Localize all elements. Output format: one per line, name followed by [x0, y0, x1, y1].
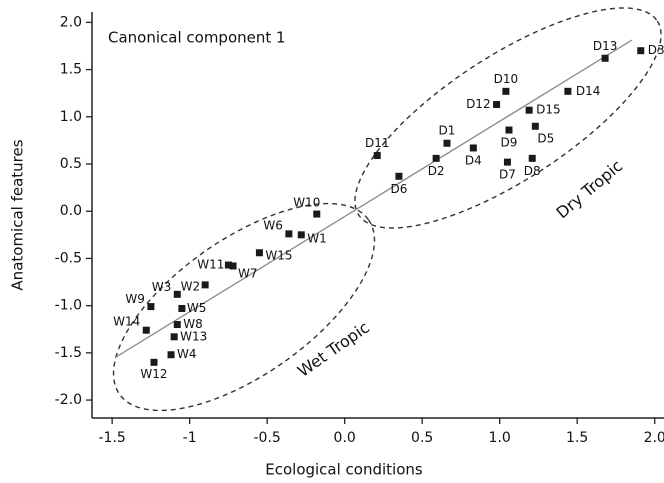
- point-label: D1: [439, 124, 456, 138]
- x-tick-label: 1.0: [489, 430, 511, 446]
- panel-title: Canonical component 1: [108, 29, 286, 47]
- point: [432, 154, 440, 162]
- point: [637, 47, 645, 55]
- point-label: W4: [177, 347, 197, 361]
- point: [297, 231, 305, 239]
- point-label: W8: [183, 317, 203, 331]
- y-tick-label: 1.0: [60, 109, 82, 125]
- y-tick-label: -1.5: [55, 345, 82, 361]
- point-label: W11: [197, 258, 224, 272]
- point: [201, 281, 209, 289]
- point: [178, 304, 186, 312]
- point-label: D9: [501, 136, 518, 150]
- y-axis-label: Anatomical features: [9, 139, 27, 290]
- point-label: W7: [238, 266, 257, 280]
- point-label: D10: [494, 72, 519, 86]
- wet-ellipse: [112, 202, 376, 412]
- point: [147, 303, 155, 311]
- point: [142, 326, 150, 334]
- point-label: D11: [365, 136, 390, 150]
- point: [255, 249, 263, 257]
- point-label: D7: [499, 168, 516, 182]
- point-label: D5: [537, 132, 554, 146]
- point-label: W13: [180, 329, 207, 343]
- point: [373, 152, 381, 160]
- annotation: Wet Tropic: [294, 318, 373, 381]
- point: [150, 358, 158, 366]
- annotation: Dry Tropic: [552, 156, 626, 222]
- point: [167, 351, 175, 359]
- point-label: W15: [265, 248, 292, 262]
- point: [443, 139, 451, 147]
- point-label: W10: [293, 196, 320, 210]
- point: [493, 101, 501, 109]
- x-tick-label: -0.5: [254, 430, 281, 446]
- point: [469, 144, 477, 152]
- point-label: D3: [648, 43, 664, 57]
- point: [173, 290, 181, 298]
- y-tick-label: 2.0: [60, 14, 82, 30]
- point-label: W9: [125, 292, 145, 306]
- x-tick-label: 0.5: [411, 430, 433, 446]
- point: [502, 87, 510, 95]
- point: [170, 333, 178, 341]
- x-tick-label: 2.0: [644, 430, 664, 446]
- regression-line: [115, 39, 633, 358]
- point-label: D12: [466, 97, 491, 111]
- point-label: W14: [113, 315, 140, 329]
- y-tick-label: -1.0: [55, 298, 82, 314]
- point: [313, 210, 321, 218]
- point-label: D4: [465, 153, 482, 167]
- x-tick-label: 0.0: [334, 430, 356, 446]
- x-axis-label: Ecological conditions: [265, 461, 423, 479]
- point-label: W2: [181, 279, 201, 293]
- point-label: D13: [593, 39, 618, 53]
- point-label: D2: [428, 164, 445, 178]
- point-label: D6: [390, 182, 407, 196]
- point-label: D8: [524, 164, 541, 178]
- point-label: W5: [187, 301, 207, 315]
- point: [505, 126, 513, 134]
- point: [531, 122, 539, 130]
- y-tick-label: 0.5: [60, 156, 82, 172]
- point: [395, 172, 403, 180]
- point-label: W3: [152, 280, 172, 294]
- point: [564, 87, 572, 95]
- point-label: W12: [140, 367, 167, 381]
- x-tick-label: -1.5: [98, 430, 125, 446]
- x-tick-label: 1.5: [566, 430, 588, 446]
- point: [285, 230, 293, 238]
- x-tick-label: -1: [183, 430, 197, 446]
- point: [528, 154, 536, 162]
- point-label: W1: [307, 231, 327, 245]
- point-label: D15: [536, 103, 561, 117]
- y-tick-label: -0.5: [55, 250, 82, 266]
- point-label: W6: [263, 218, 283, 232]
- point: [173, 321, 181, 329]
- y-tick-label: 0.0: [60, 203, 82, 219]
- dry-ellipse: [354, 7, 662, 229]
- point: [503, 158, 511, 166]
- point: [224, 261, 232, 269]
- point: [601, 54, 609, 62]
- y-tick-label: -2.0: [55, 392, 82, 408]
- point-label: D14: [576, 84, 601, 98]
- y-tick-label: 1.5: [60, 62, 82, 78]
- point: [229, 262, 237, 270]
- point: [525, 106, 533, 114]
